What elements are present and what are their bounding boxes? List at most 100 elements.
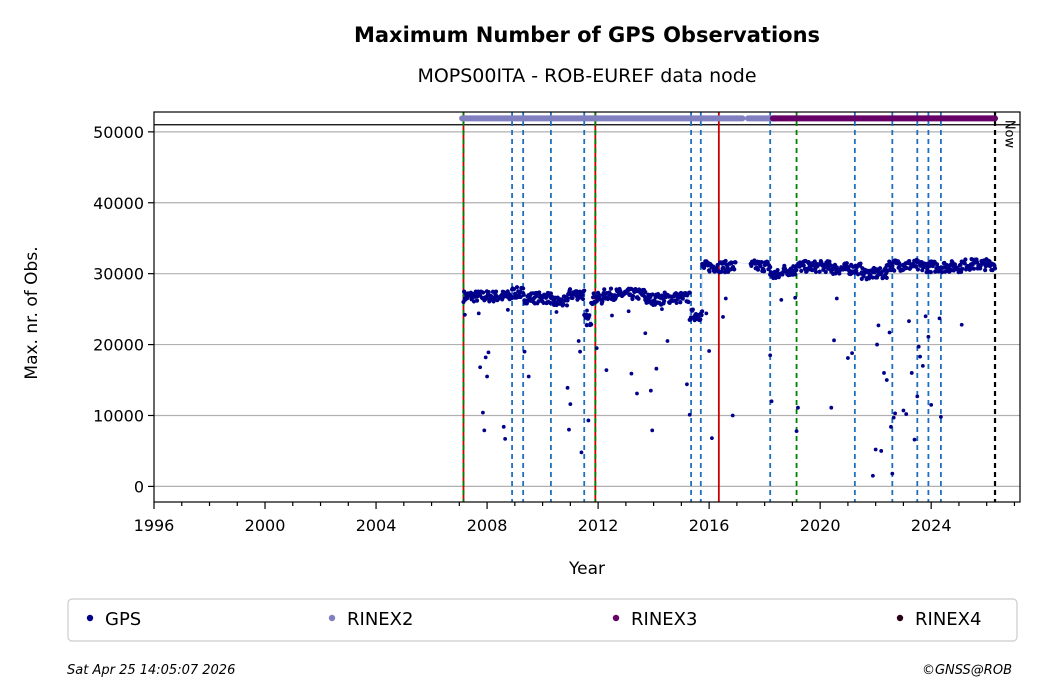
data-point (758, 264, 763, 269)
now-label: Now (1002, 120, 1017, 149)
data-point (877, 266, 883, 271)
outlier-point (481, 410, 485, 415)
outlier-point (576, 339, 581, 343)
legend-marker (896, 614, 904, 622)
data-point (690, 307, 695, 312)
outlier-point (875, 342, 879, 347)
outlier-point (485, 374, 489, 379)
data-point (759, 260, 764, 265)
data-point (567, 287, 573, 292)
outlier-point (937, 316, 942, 321)
y-axis-ticks: 0 10000 20000 30000 40000 50000 (93, 123, 154, 496)
outlier-point (650, 428, 655, 433)
outlier-point (704, 311, 709, 316)
outlier-point (904, 412, 909, 416)
data-point (915, 267, 921, 272)
data-point (491, 299, 496, 304)
data-point (582, 288, 587, 293)
data-point (580, 292, 585, 298)
data-point (474, 298, 480, 303)
data-points (461, 257, 998, 478)
outlier-point (873, 447, 878, 452)
data-point (962, 261, 967, 266)
outlier-point (505, 307, 510, 312)
outlier-point (585, 308, 589, 313)
outlier-point (912, 437, 917, 442)
outlier-point (846, 356, 850, 360)
data-point (827, 259, 832, 264)
y-axis-label: Max. nr. of Obs. (22, 246, 42, 379)
outlier-point (654, 366, 659, 371)
data-point (958, 262, 963, 267)
data-point (817, 269, 822, 274)
data-point (565, 296, 570, 301)
grid-lines (154, 124, 1020, 487)
data-point (794, 267, 799, 273)
data-point (870, 275, 875, 280)
data-point (775, 268, 780, 273)
event-lines (462, 112, 997, 502)
outlier-point (586, 418, 591, 423)
data-point (707, 269, 712, 274)
data-point (559, 297, 564, 302)
data-point (732, 267, 737, 272)
data-point (680, 296, 685, 301)
x-tick-label: 2024 (911, 516, 952, 535)
data-point (799, 268, 804, 273)
data-point (971, 266, 977, 271)
outlier-point (483, 355, 488, 360)
data-point (674, 300, 679, 305)
data-point (890, 263, 895, 268)
data-point (636, 296, 641, 301)
y-tick-label: 50000 (93, 123, 144, 142)
outlier-point (643, 331, 648, 336)
outlier-point (832, 338, 836, 343)
data-point (858, 261, 863, 266)
data-point (630, 293, 636, 299)
x-tick-label: 1996 (134, 516, 175, 535)
outlier-point (918, 354, 922, 359)
plot-area: Now (153, 111, 1021, 503)
outlier-point (660, 307, 664, 312)
outlier-point (887, 330, 892, 335)
data-point (643, 290, 648, 295)
data-point (493, 289, 499, 294)
outlier-point (768, 353, 773, 358)
legend-label: GPS (105, 609, 141, 630)
data-point (686, 299, 691, 305)
outlier-point (685, 382, 689, 387)
data-point (992, 266, 998, 271)
legend-marker (612, 614, 620, 622)
outlier-point (893, 411, 897, 416)
outlier-point (926, 334, 931, 339)
outlier-point (610, 313, 614, 318)
data-point (755, 267, 761, 272)
data-point (587, 313, 592, 318)
data-point (564, 303, 570, 308)
outlier-point (482, 428, 487, 433)
data-point (823, 269, 828, 275)
data-point (721, 265, 726, 270)
outlier-point (779, 298, 784, 302)
outlier-point (478, 365, 483, 370)
legend-label: RINEX3 (631, 609, 697, 630)
outlier-point (565, 385, 570, 390)
outlier-point (579, 450, 584, 455)
outlier-point (648, 388, 653, 393)
y-tick-label: 20000 (93, 336, 144, 355)
data-point (518, 294, 523, 300)
outlier-point (889, 424, 893, 429)
x-tick-label: 2012 (578, 516, 619, 535)
outlier-point (907, 319, 911, 324)
outlier-point (578, 349, 582, 354)
outlier-point (476, 311, 481, 316)
data-point (934, 262, 940, 267)
outlier-point (850, 351, 854, 355)
data-point (698, 317, 703, 322)
data-point (561, 302, 566, 307)
outlier-point (462, 312, 467, 317)
data-point (521, 286, 526, 291)
data-point (844, 261, 849, 266)
outlier-point (522, 349, 527, 354)
data-point (960, 266, 965, 272)
